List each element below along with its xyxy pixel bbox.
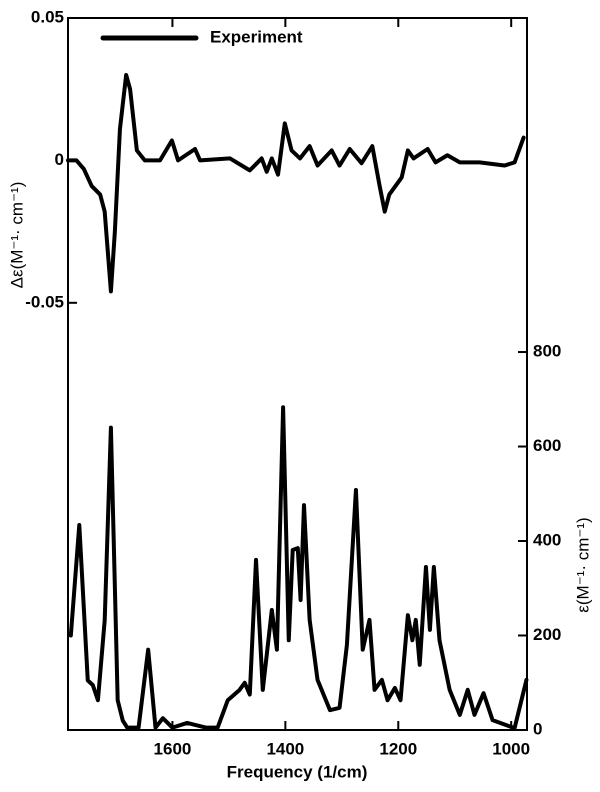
y2-tick-label: 600: [533, 436, 561, 455]
x-tick-label: 1600: [154, 739, 192, 758]
y2-tick-label: 800: [533, 342, 561, 361]
x-tick-label: 1400: [266, 739, 304, 758]
y2-axis-label: ε(M⁻¹· cm⁻¹): [573, 517, 592, 612]
y2-tick-label: 0: [533, 719, 542, 738]
y2-tick-label: 200: [533, 625, 561, 644]
y-tick-label: 0: [55, 150, 64, 169]
plot-frame: [67, 17, 528, 731]
y-axis-label: Δε(M⁻¹· cm⁻¹): [7, 182, 26, 289]
x-tick-label: 1200: [379, 739, 417, 758]
x-tick-label: 1000: [492, 739, 530, 758]
y-tick-label: -0.05: [25, 292, 64, 311]
legend-label: Experiment: [210, 27, 303, 46]
y-tick-label: 0.05: [31, 7, 64, 26]
y2-tick-label: 400: [533, 530, 561, 549]
series-line: [66, 72, 526, 294]
x-axis-label: Frequency (1/cm): [227, 762, 368, 781]
series-line: [68, 405, 529, 731]
